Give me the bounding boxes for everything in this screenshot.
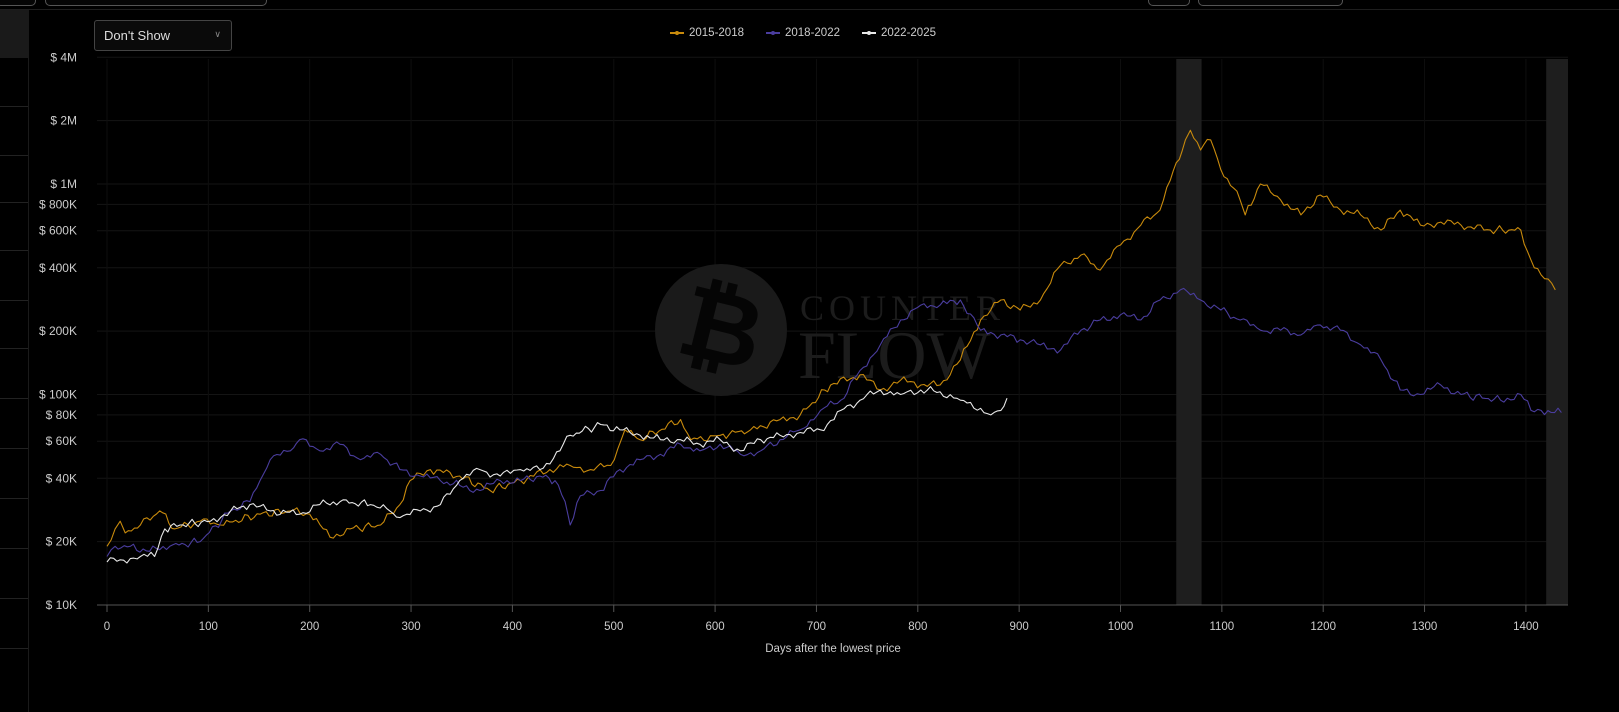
- sidebar-divider: [0, 202, 28, 203]
- y-tick-label: $ 400K: [39, 261, 77, 275]
- shaded-range: [1546, 59, 1568, 605]
- sidebar: [0, 10, 29, 712]
- watermark-text-bottom: FLOW: [798, 317, 991, 393]
- legend-label: 2018-2022: [785, 27, 840, 39]
- x-tick-label: 200: [300, 621, 319, 633]
- dropdown-value: Don't Show: [104, 28, 171, 43]
- shaded-range: [1176, 59, 1202, 605]
- sidebar-divider: [0, 648, 28, 649]
- x-tick-label: 300: [401, 621, 420, 633]
- y-tick-label: $ 1M: [50, 177, 77, 191]
- y-tick-label: $ 200K: [39, 324, 77, 338]
- x-tick-label: 400: [503, 621, 522, 633]
- grid: [97, 56, 1568, 605]
- x-tick-label: 1400: [1513, 621, 1539, 633]
- y-tick-label: $ 600K: [39, 224, 77, 238]
- toolbar-button-left[interactable]: [0, 0, 36, 6]
- legend-item-2022-2025[interactable]: 2022-2025: [862, 27, 936, 39]
- x-tick-label: 900: [1010, 621, 1029, 633]
- legend-label: 2015-2018: [689, 27, 744, 39]
- sidebar-divider: [0, 598, 28, 599]
- y-tick-label: $ 10K: [46, 598, 77, 612]
- x-tick-label: 1100: [1209, 621, 1234, 633]
- x-tick-label: 1300: [1412, 621, 1438, 633]
- y-tick-label: $ 4M: [50, 50, 77, 64]
- sidebar-divider: [0, 348, 28, 349]
- x-tick-label: 1200: [1310, 621, 1336, 633]
- series-line-2015-2018: [106, 129, 1556, 547]
- top-toolbar: [0, 0, 1619, 10]
- shaded-ranges: [1176, 59, 1568, 605]
- toolbar-button-small[interactable]: [1148, 0, 1190, 6]
- toolbar-input[interactable]: [45, 0, 267, 6]
- sidebar-divider: [0, 250, 28, 251]
- y-tick-label: $ 40K: [46, 471, 77, 485]
- legend-swatch: [766, 30, 780, 35]
- sidebar-divider: [0, 300, 28, 301]
- y-tick-label: $ 800K: [39, 197, 77, 211]
- x-tick-label: 500: [604, 621, 623, 633]
- series-lines: [106, 129, 1562, 564]
- x-tick-label: 100: [199, 621, 218, 633]
- legend-swatch: [670, 30, 684, 35]
- sidebar-divider: [0, 106, 28, 107]
- chevron-down-icon: ∨: [214, 29, 221, 39]
- legend-swatch: [862, 30, 876, 35]
- y-tick-label: $ 100K: [39, 388, 77, 402]
- display-dropdown[interactable]: Don't Show ∨: [94, 20, 232, 51]
- x-tick-label: 700: [807, 621, 826, 633]
- x-tick-label: 1000: [1108, 621, 1134, 633]
- legend: 2015-2018 2018-2022 2022-2025: [670, 27, 936, 39]
- series-line-2018-2022: [106, 287, 1562, 557]
- sidebar-divider: [0, 498, 28, 499]
- x-axis-title: Days after the lowest price: [765, 643, 901, 655]
- toolbar-button-wide[interactable]: [1198, 0, 1343, 6]
- x-tick-label: 800: [908, 621, 927, 633]
- axes: $ 10K $ 20K $ 40K $ 60K $ 80K $ 100K $ 200K $ 4…: [39, 50, 1568, 633]
- sidebar-divider: [0, 548, 28, 549]
- sidebar-divider: [0, 398, 28, 399]
- legend-label: 2022-2025: [881, 27, 936, 39]
- x-tick-label: 600: [706, 621, 725, 633]
- sidebar-item-selected[interactable]: [0, 10, 28, 58]
- y-tick-label: $ 60K: [46, 434, 77, 448]
- y-tick-label: $ 80K: [46, 408, 77, 422]
- watermark: ₿ COUNTER FLOW: [655, 261, 1000, 396]
- bitcoin-icon: [655, 264, 787, 396]
- legend-item-2018-2022[interactable]: 2018-2022: [766, 27, 840, 39]
- series-line-2022-2025: [106, 386, 1008, 564]
- legend-item-2015-2018[interactable]: 2015-2018: [670, 27, 744, 39]
- sidebar-divider: [0, 448, 28, 449]
- y-tick-label: $ 2M: [50, 114, 77, 128]
- sidebar-divider: [0, 155, 28, 156]
- x-tick-label: 0: [104, 621, 110, 633]
- y-tick-label: $ 20K: [46, 535, 77, 549]
